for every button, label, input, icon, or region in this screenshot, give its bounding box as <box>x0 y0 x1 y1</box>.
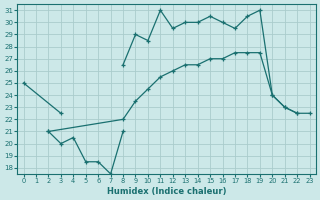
X-axis label: Humidex (Indice chaleur): Humidex (Indice chaleur) <box>107 187 226 196</box>
